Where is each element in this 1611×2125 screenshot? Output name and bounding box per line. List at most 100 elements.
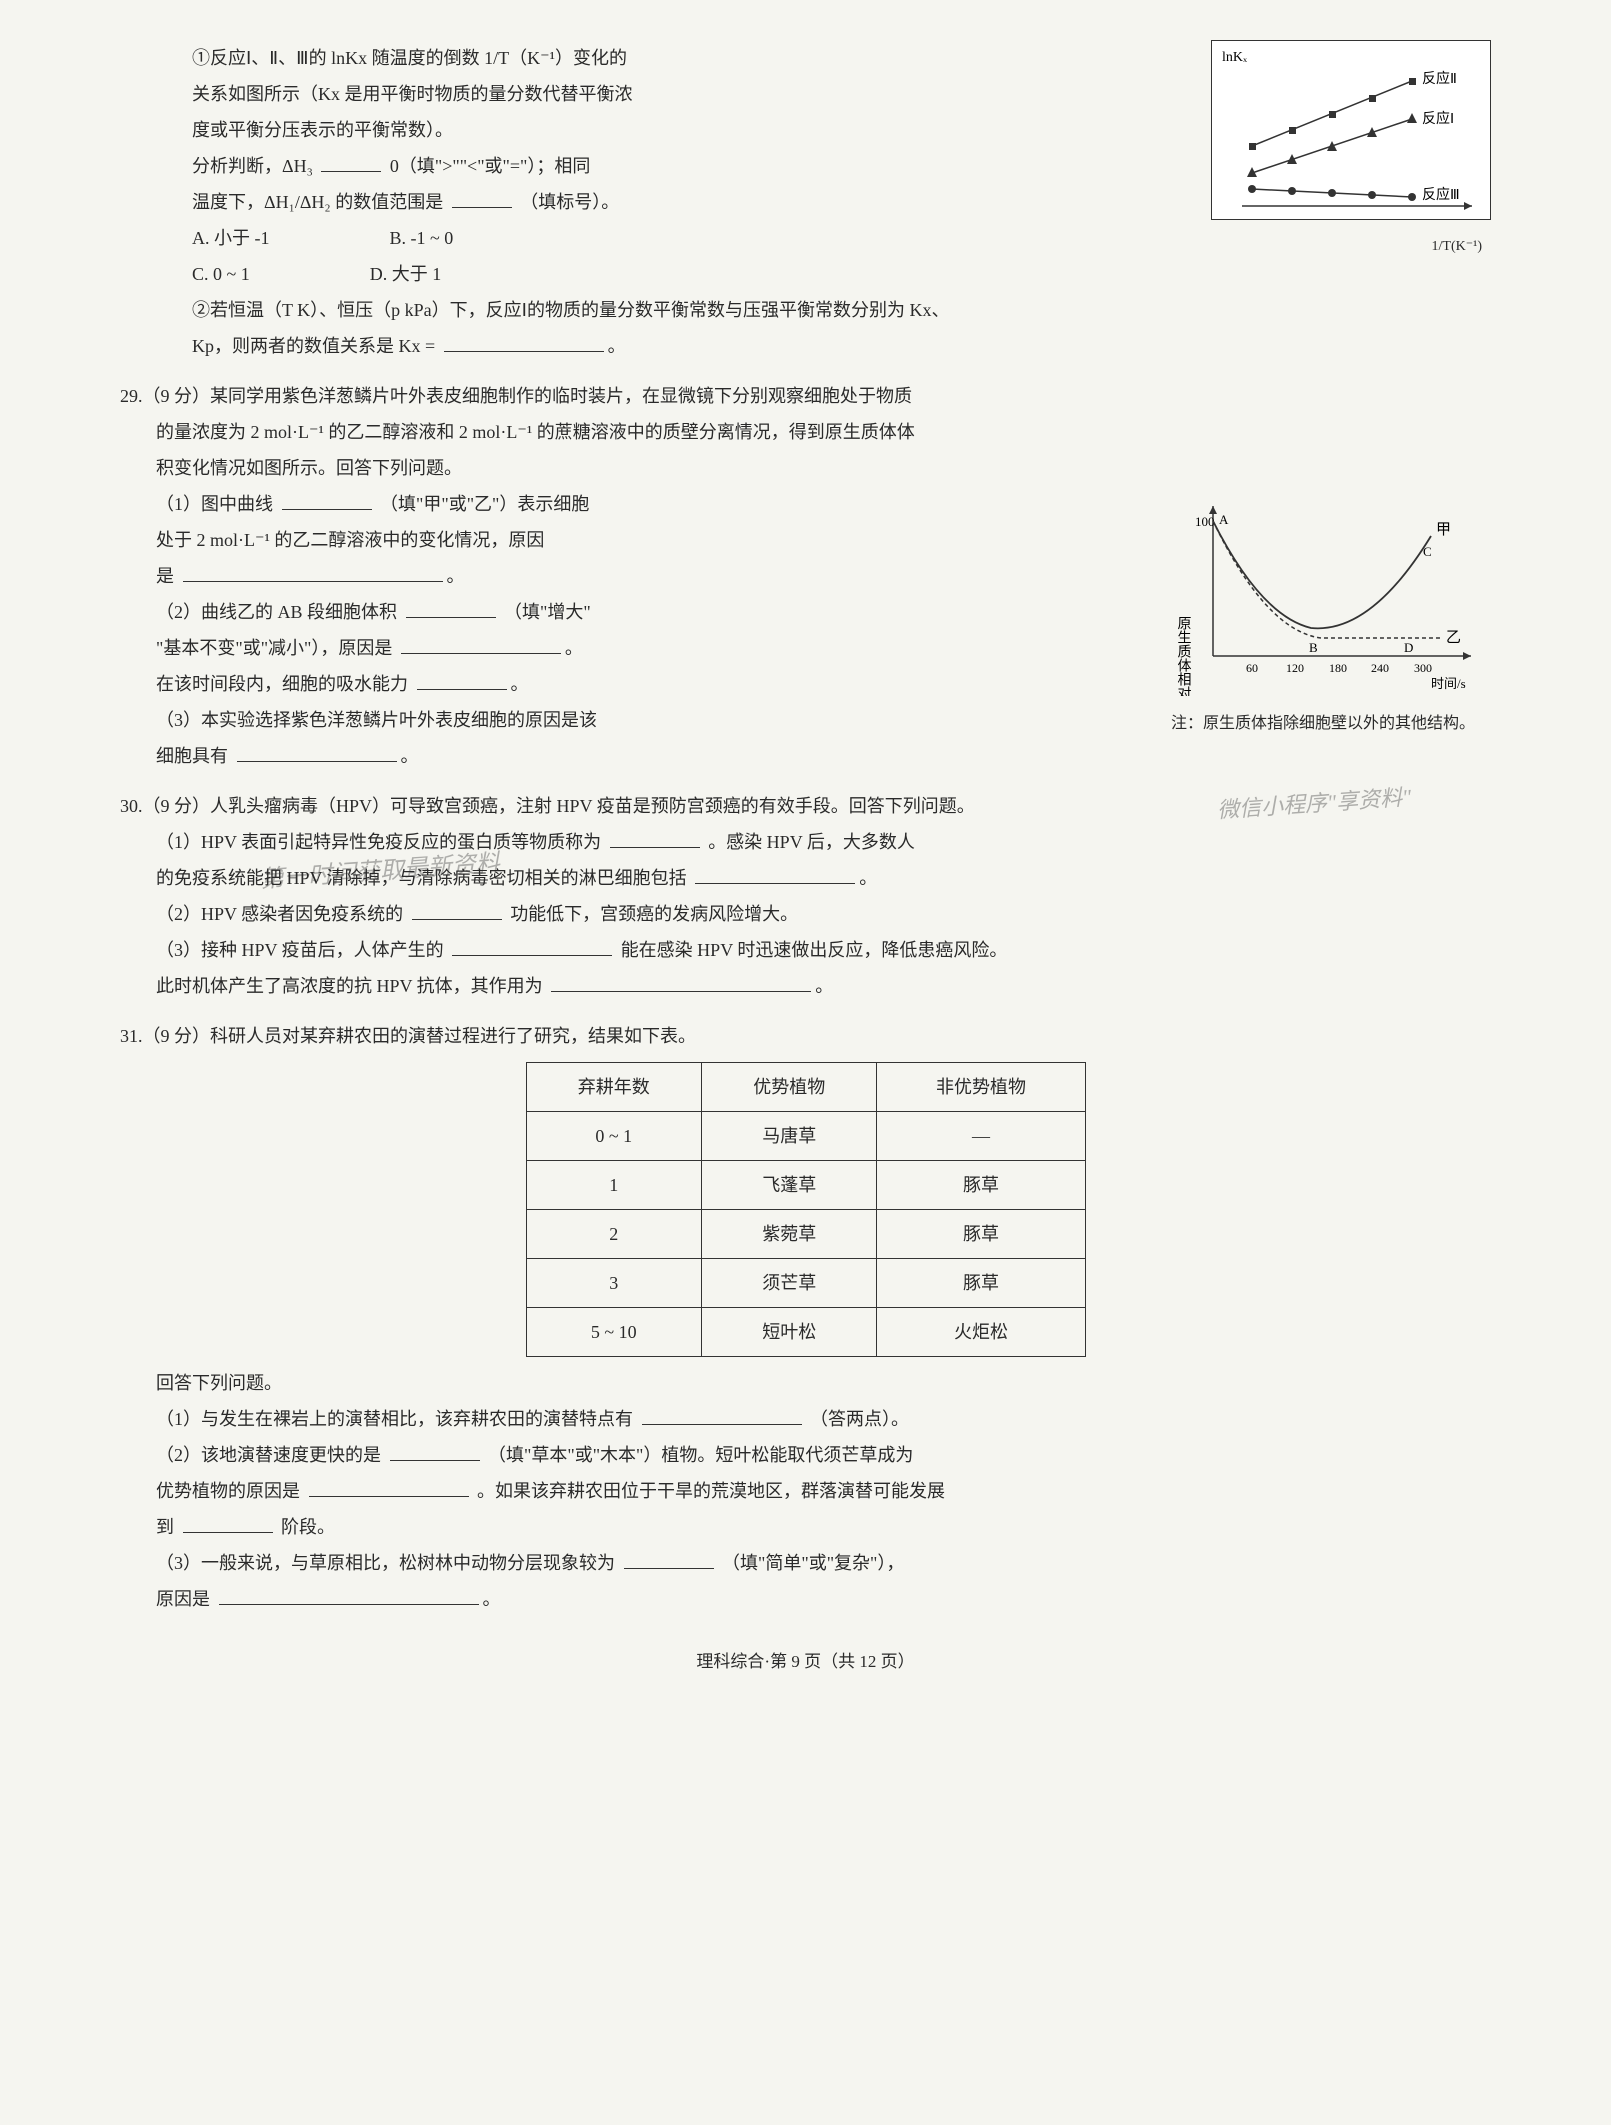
blank-q31-3 xyxy=(309,1475,469,1497)
svg-text:原生质体相对体积: 原生质体相对体积 xyxy=(1176,616,1192,696)
table-row: 3须芒草豚草 xyxy=(526,1259,1085,1308)
blank-q30-2 xyxy=(695,862,855,884)
svg-text:时间/s: 时间/s xyxy=(1431,676,1466,691)
q28-chart: lnKₓ 反应Ⅱ 反应Ⅰ 反应Ⅲ 1/T(K⁻¹) xyxy=(1211,40,1491,220)
table-row: 5 ~ 10短叶松火炬松 xyxy=(526,1308,1085,1357)
table-cell: 3 xyxy=(526,1259,701,1308)
q30-p3c: 此时机体产生了高浓度的抗 HPV 抗体，其作用为 xyxy=(156,976,543,996)
q28-p2-l2a: Kp，则两者的数值关系是 Kx = xyxy=(192,336,435,356)
q28-optC: C. 0 ~ 1 xyxy=(192,256,250,292)
q29-p3b: 细胞具有 xyxy=(156,746,228,766)
svg-text:240: 240 xyxy=(1371,661,1389,675)
q29-head1: 29.（9 分）某同学用紫色洋葱鳞片叶外表皮细胞制作的临时装片，在显微镜下分别观… xyxy=(120,378,1491,414)
q29-chart: 原生质体相对体积 100 A 甲 C 乙 B D 60 120 180 240 … xyxy=(1171,486,1491,740)
q28-p1-l5a: 温度下，ΔH₁/ΔH₂ 的数值范围是 xyxy=(192,192,443,212)
blank-q31-2 xyxy=(390,1439,480,1461)
tbl-col-2: 非优势植物 xyxy=(877,1063,1085,1112)
table-row: 2紫菀草豚草 xyxy=(526,1210,1085,1259)
q29-p1d: 是 xyxy=(156,566,174,586)
q31-p2c: 优势植物的原因是 xyxy=(156,1481,300,1501)
q28-p2-l1: ②若恒温（T K）、恒压（p kPa）下，反应Ⅰ的物质的量分数平衡常数与压强平衡… xyxy=(120,292,1491,328)
q29-p2c: "基本不变"或"减小"），原因是 xyxy=(156,638,392,658)
table-cell: 火炬松 xyxy=(877,1308,1085,1357)
blank-dh3 xyxy=(321,150,381,172)
q28-optB: B. -1 ~ 0 xyxy=(390,220,454,256)
svg-text:乙: 乙 xyxy=(1446,630,1461,646)
q28-p1-l4b: 0（填">""<"或"="）；相同 xyxy=(390,156,591,176)
q30-p3a: （3）接种 HPV 疫苗后，人体产生的 xyxy=(156,940,444,960)
blank-q31-1 xyxy=(642,1403,802,1425)
blank-q31-6 xyxy=(219,1583,479,1605)
blank-kx xyxy=(444,330,604,352)
blank-q29-6 xyxy=(237,740,397,762)
table-cell: 马唐草 xyxy=(701,1112,876,1161)
svg-text:反应Ⅲ: 反应Ⅲ xyxy=(1422,186,1460,203)
q29-p2b: （填"增大" xyxy=(504,602,591,622)
q31-p2a: （2）该地演替速度更快的是 xyxy=(156,1445,381,1465)
svg-text:60: 60 xyxy=(1246,661,1258,675)
blank-q29-2 xyxy=(183,560,443,582)
q31-p2d: 。如果该弃耕农田位于干旱的荒漠地区，群落演替可能发展 xyxy=(477,1481,945,1501)
table-cell: — xyxy=(877,1112,1085,1161)
blank-q29-1 xyxy=(282,488,372,510)
q29-head3: 积变化情况如图所示。回答下列问题。 xyxy=(120,450,1491,486)
table-cell: 豚草 xyxy=(877,1210,1085,1259)
q29-head2: 的量浓度为 2 mol·L⁻¹ 的乙二醇溶液和 2 mol·L⁻¹ 的蔗糖溶液中… xyxy=(120,414,1491,450)
table-row: 1飞蓬草豚草 xyxy=(526,1161,1085,1210)
tbl-col-0: 弃耕年数 xyxy=(526,1063,701,1112)
blank-q29-4 xyxy=(401,632,561,654)
q29-p1a: （1）图中曲线 xyxy=(156,494,273,514)
q28-chart-xlabel: 1/T(K⁻¹) xyxy=(1212,233,1490,261)
blank-q30-1 xyxy=(610,826,700,848)
q31-head: 31.（9 分）科研人员对某弃耕农田的演替过程进行了研究，结果如下表。 xyxy=(120,1018,1491,1054)
table-cell: 短叶松 xyxy=(701,1308,876,1357)
blank-q31-4 xyxy=(183,1511,273,1533)
table-cell: 0 ~ 1 xyxy=(526,1112,701,1161)
svg-text:反应Ⅰ: 反应Ⅰ xyxy=(1422,110,1454,127)
table-cell: 飞蓬草 xyxy=(701,1161,876,1210)
q31-p2b: （填"草本"或"木本"）植物。短叶松能取代须芒草成为 xyxy=(488,1445,913,1465)
table-cell: 豚草 xyxy=(877,1259,1085,1308)
q31-p3b: （填"简单"或"复杂"）， xyxy=(722,1553,904,1573)
q28-p1-l4a: 分析判断，ΔH₃ xyxy=(192,156,313,176)
q29-p1b: （填"甲"或"乙"）表示细胞 xyxy=(380,494,589,514)
q29-p2a: （2）曲线乙的 AB 段细胞体积 xyxy=(156,602,397,622)
q28-p1-l5b: （填标号）。 xyxy=(520,192,619,212)
q31-p3c: 原因是 xyxy=(156,1589,210,1609)
svg-text:C: C xyxy=(1423,544,1432,559)
svg-text:D: D xyxy=(1404,640,1413,655)
blank-q29-3 xyxy=(406,596,496,618)
q31-p3a: （3）一般来说，与草原相比，松树林中动物分层现象较为 xyxy=(156,1553,615,1573)
q31-after: 回答下列问题。 xyxy=(120,1365,1491,1401)
blank-q30-3 xyxy=(412,898,502,920)
table-cell: 5 ~ 10 xyxy=(526,1308,701,1357)
blank-range xyxy=(452,186,512,208)
q31-p2f: 阶段。 xyxy=(281,1517,335,1537)
q31-p2e: 到 xyxy=(156,1517,174,1537)
svg-text:300: 300 xyxy=(1414,661,1432,675)
svg-text:180: 180 xyxy=(1329,661,1347,675)
blank-q31-5 xyxy=(624,1547,714,1569)
q29-note: 注：原生质体指除细胞壁以外的其他结构。 xyxy=(1171,708,1491,740)
q28-optA: A. 小于 -1 xyxy=(192,220,270,256)
table-cell: 须芒草 xyxy=(701,1259,876,1308)
tbl-col-1: 优势植物 xyxy=(701,1063,876,1112)
table-cell: 豚草 xyxy=(877,1161,1085,1210)
table-cell: 紫菀草 xyxy=(701,1210,876,1259)
q29-p2d: 在该时间段内，细胞的吸水能力 xyxy=(156,674,408,694)
q31-p1a: （1）与发生在裸岩上的演替相比，该弃耕农田的演替特点有 xyxy=(156,1409,633,1429)
table-cell: 2 xyxy=(526,1210,701,1259)
q31-table: 弃耕年数 优势植物 非优势植物 0 ~ 1马唐草—1飞蓬草豚草2紫菀草豚草3须芒… xyxy=(526,1062,1086,1357)
q28-optD: D. 大于 1 xyxy=(370,256,442,292)
q31-p1b: （答两点）。 xyxy=(810,1409,909,1429)
q30-p2b: 功能低下，宫颈癌的发病风险增大。 xyxy=(510,904,798,924)
q30-p2a: （2）HPV 感染者因免疫系统的 xyxy=(156,904,403,924)
q30-p1b: 。感染 HPV 后，大多数人 xyxy=(708,832,915,852)
svg-text:A: A xyxy=(1219,512,1229,527)
q30-p3b: 能在感染 HPV 时迅速做出反应，降低患癌风险。 xyxy=(621,940,1008,960)
blank-q29-5 xyxy=(417,668,507,690)
blank-q30-4 xyxy=(452,934,612,956)
q28-chart-ylabel: lnKₓ xyxy=(1222,50,1248,65)
table-row: 0 ~ 1马唐草— xyxy=(526,1112,1085,1161)
svg-text:120: 120 xyxy=(1286,661,1304,675)
